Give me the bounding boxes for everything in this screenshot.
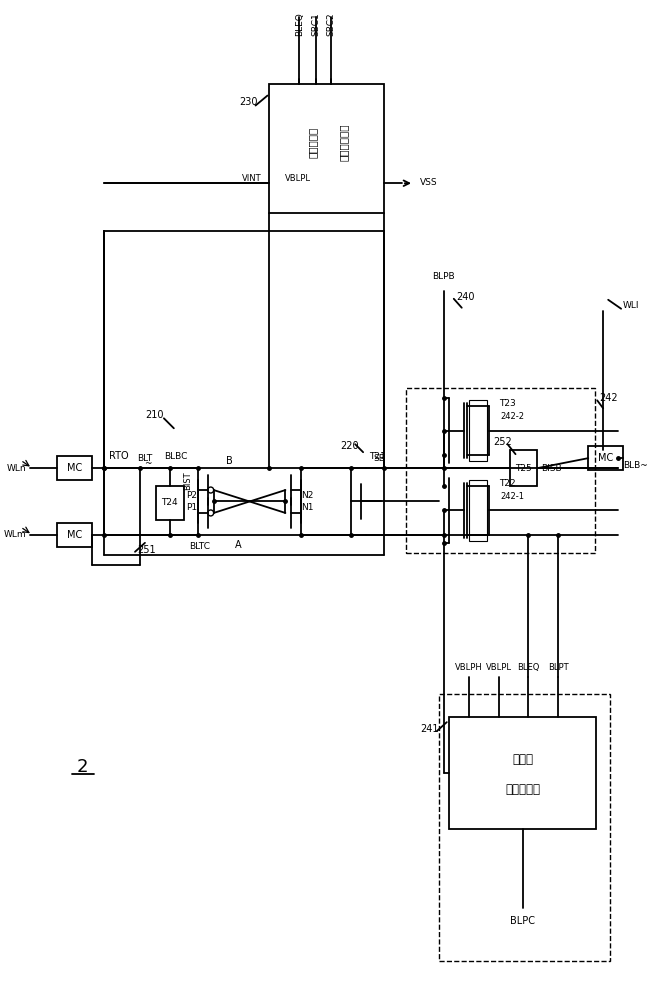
Text: ~: ~ [144, 459, 152, 468]
Text: 2: 2 [77, 758, 88, 776]
Text: 电压控制部: 电压控制部 [505, 783, 540, 796]
Text: T25: T25 [515, 464, 532, 473]
Bar [588, 446, 623, 470]
Text: BLB~: BLB~ [623, 461, 648, 470]
Text: B: B [226, 456, 233, 466]
Text: 感测放大器: 感测放大器 [308, 126, 318, 158]
Text: T23: T23 [498, 399, 515, 408]
Text: BLPC: BLPC [510, 916, 535, 926]
Text: VBLPL: VBLPL [285, 174, 311, 183]
Bar [509, 450, 538, 486]
Text: P1: P1 [186, 503, 198, 512]
Text: WLI: WLI [623, 301, 640, 310]
Text: VINT: VINT [242, 174, 262, 183]
Bar [439, 694, 610, 961]
Text: 242: 242 [599, 393, 618, 403]
Text: BLPB: BLPB [432, 272, 455, 281]
Text: 电源控制单元: 电源控制单元 [339, 123, 349, 161]
Text: BLPT: BLPT [548, 663, 569, 672]
Text: VSS: VSS [420, 178, 438, 187]
Bar [469, 480, 487, 541]
Text: SBC2: SBC2 [327, 12, 336, 36]
Text: BLTC: BLTC [189, 542, 210, 551]
Text: MC: MC [67, 530, 82, 540]
Bar [58, 456, 92, 480]
Text: SB: SB [373, 454, 385, 463]
Text: 242-1: 242-1 [500, 492, 525, 501]
Text: A: A [235, 540, 242, 550]
Text: T22: T22 [498, 479, 515, 488]
Text: MC: MC [598, 453, 613, 463]
Bar [406, 388, 595, 553]
Text: 预充电: 预充电 [512, 753, 533, 766]
Text: 241: 241 [421, 724, 439, 734]
Text: 210: 210 [145, 410, 164, 420]
Text: 240: 240 [456, 292, 474, 302]
Text: N2: N2 [301, 491, 313, 500]
Text: VBLPH: VBLPH [455, 663, 483, 672]
Text: BLEQ: BLEQ [295, 12, 304, 36]
Text: BIST: BIST [183, 472, 192, 490]
Text: P2: P2 [186, 491, 198, 500]
Text: MC: MC [67, 463, 82, 473]
Text: BISB: BISB [542, 464, 562, 473]
Bar [58, 523, 92, 547]
Bar [469, 400, 487, 461]
Text: RTO: RTO [109, 451, 129, 461]
Text: T21: T21 [369, 452, 386, 461]
Bar [269, 84, 384, 213]
Text: 242-2: 242-2 [500, 412, 525, 421]
Text: T24: T24 [162, 498, 178, 507]
Bar [449, 717, 596, 829]
Text: BLEQ: BLEQ [517, 663, 540, 672]
Text: N1: N1 [301, 503, 313, 512]
Text: 252: 252 [493, 437, 511, 447]
Text: BLT: BLT [137, 454, 152, 463]
Text: 220: 220 [341, 441, 359, 451]
Text: 230: 230 [239, 97, 258, 107]
Bar [156, 486, 184, 520]
Text: VBLPL: VBLPL [486, 663, 511, 672]
Text: BLBC: BLBC [164, 452, 188, 461]
Text: WLm: WLm [4, 530, 26, 539]
Text: 251: 251 [137, 545, 156, 555]
Text: SBC1: SBC1 [312, 12, 321, 36]
Text: WLn: WLn [7, 464, 26, 473]
